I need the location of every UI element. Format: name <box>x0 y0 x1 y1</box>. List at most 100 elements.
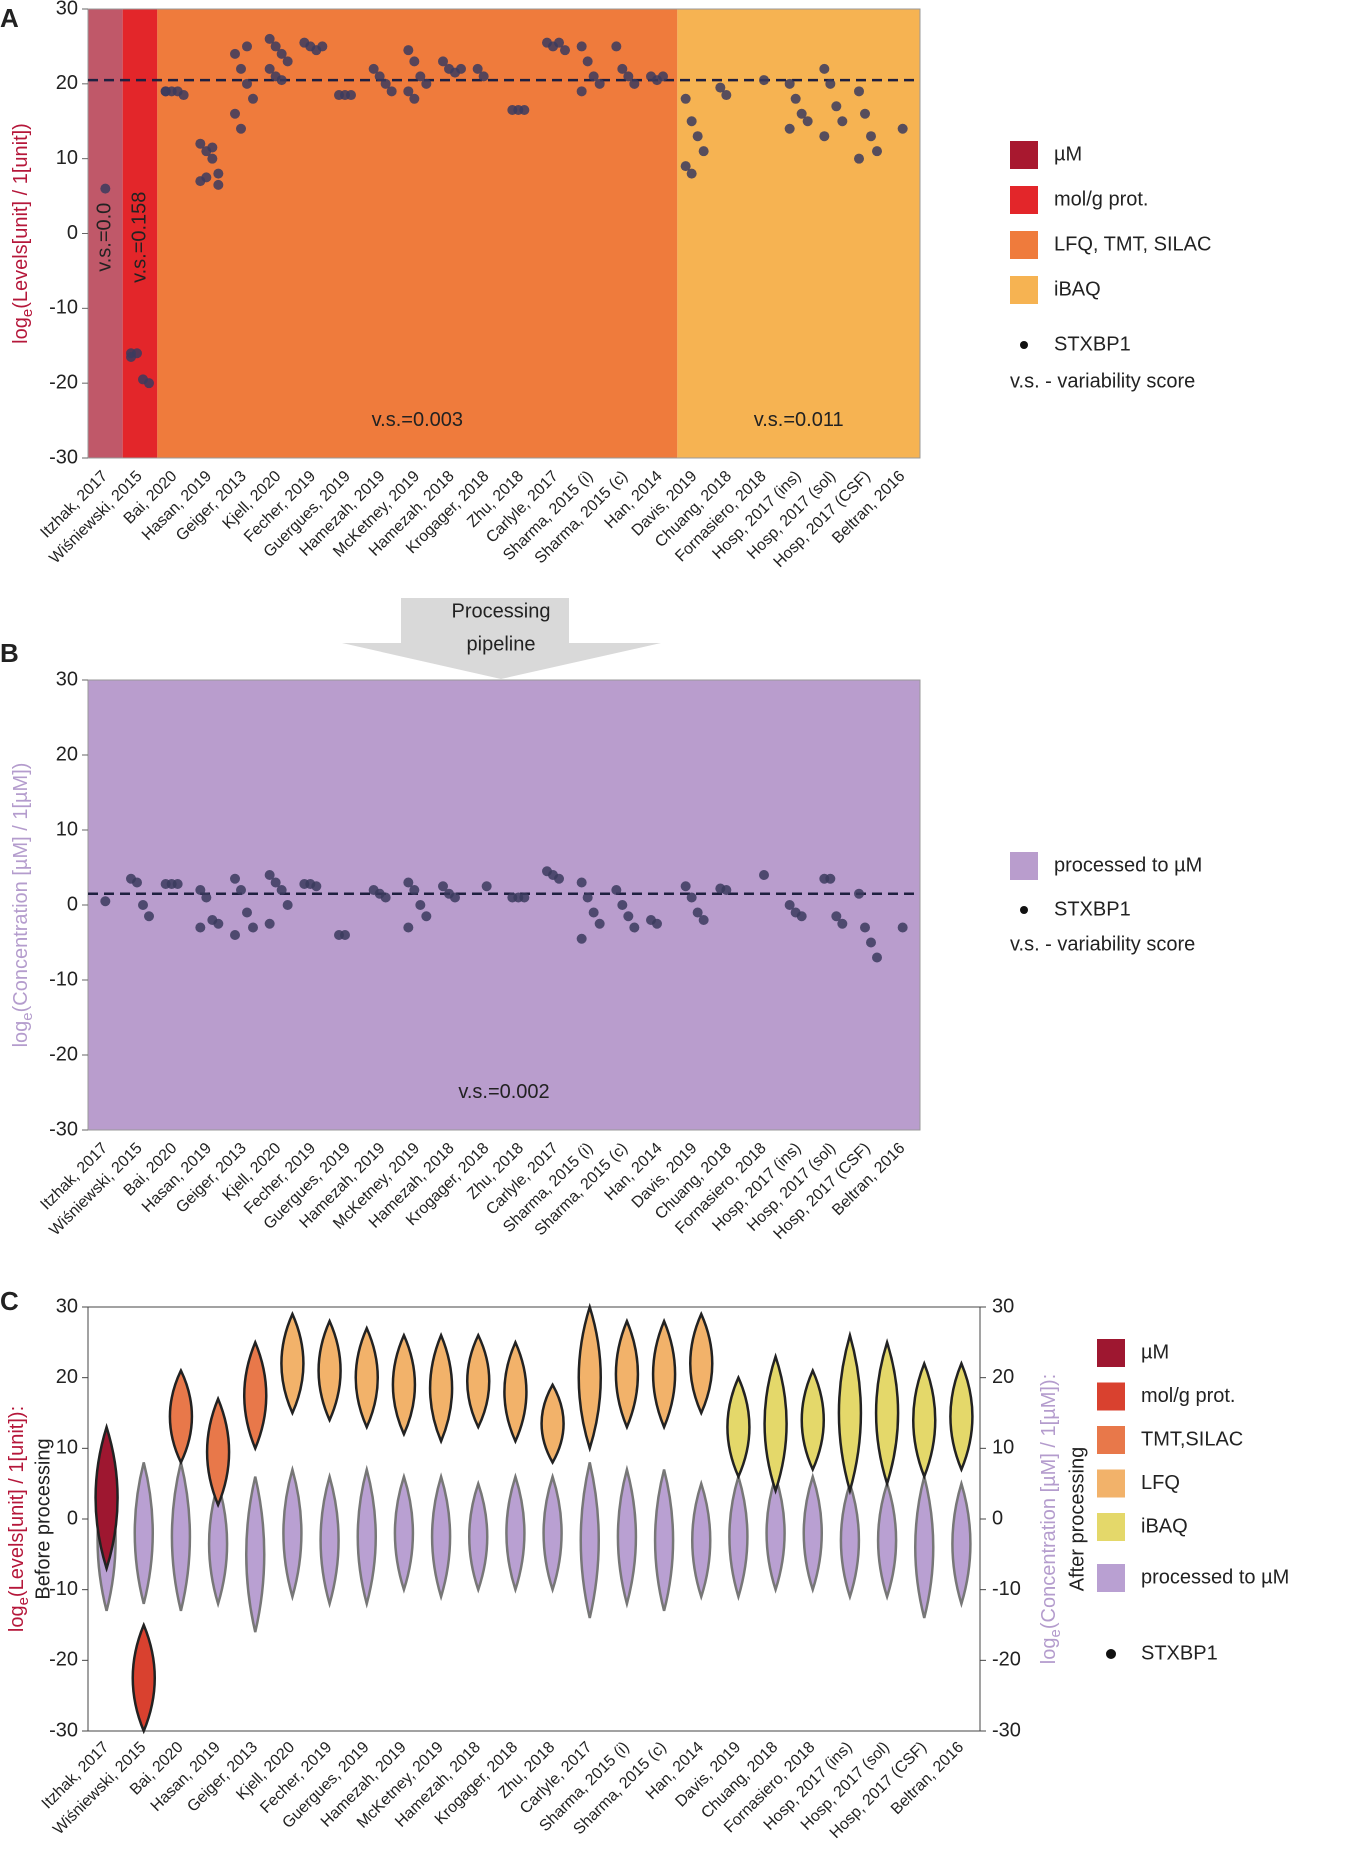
data-point <box>311 881 322 892</box>
data-point <box>819 131 830 142</box>
legend-label: LFQ <box>1141 1472 1180 1494</box>
data-point <box>897 123 908 134</box>
processing-arrow: Processing pipeline <box>342 598 661 679</box>
data-point <box>854 153 864 164</box>
data-point <box>796 108 807 119</box>
legend-dot <box>1106 1649 1116 1659</box>
y-tick-label: -30 <box>49 1118 78 1140</box>
y-tick-label: 20 <box>56 72 78 94</box>
violin-after <box>133 1462 154 1605</box>
legend-swatch <box>1097 1426 1125 1454</box>
axis-label-part: log <box>1038 1637 1060 1664</box>
group-band <box>88 9 123 458</box>
data-point <box>264 870 275 880</box>
legend-swatch <box>1097 1513 1125 1541</box>
violin-before <box>614 1317 640 1431</box>
data-point <box>317 41 328 52</box>
violin-before <box>131 1621 156 1735</box>
data-point <box>860 922 870 933</box>
legend-label: STXBP1 <box>1054 898 1131 920</box>
data-point <box>230 48 240 59</box>
data-point <box>421 911 432 922</box>
data-point <box>698 146 709 157</box>
data-point <box>132 877 142 888</box>
data-point <box>242 907 252 918</box>
y-tick-label: 20 <box>56 743 78 765</box>
violin-before <box>168 1367 194 1466</box>
axis-label: After processing <box>1066 1447 1088 1592</box>
y-tick-label: 30 <box>56 668 78 690</box>
violin-after <box>505 1472 526 1594</box>
axis-label-part: log <box>10 1021 32 1048</box>
data-point <box>201 892 212 903</box>
data-point <box>759 75 769 86</box>
legend-label: TMT,SILAC <box>1141 1428 1243 1450</box>
data-point <box>178 90 189 101</box>
data-point <box>611 41 622 52</box>
violin-after <box>653 1469 675 1612</box>
data-point <box>415 900 426 910</box>
axis-label-part: (Concentration [µM] / 1[µM]): <box>1038 1374 1060 1629</box>
data-point <box>270 41 281 52</box>
data-point <box>576 41 587 52</box>
violin-before <box>540 1382 565 1466</box>
data-point <box>100 183 111 194</box>
violin-after <box>951 1479 972 1609</box>
legend-swatch <box>1010 276 1038 304</box>
data-point <box>611 885 622 895</box>
data-point <box>623 911 634 922</box>
violin-before <box>763 1352 788 1495</box>
data-point <box>282 56 293 67</box>
y-tick-label: 0 <box>67 222 78 244</box>
arrow-label: Processing <box>452 600 551 622</box>
variability-score: v.s.=0.003 <box>372 409 463 431</box>
axis-label-sub: e <box>1047 1629 1064 1637</box>
y2-tick-label: -30 <box>992 1719 1021 1741</box>
data-point <box>403 86 414 97</box>
violin-before <box>726 1374 751 1480</box>
data-point <box>866 131 876 142</box>
legend-label: STXBP1 <box>1054 333 1131 355</box>
y-tick-label: 10 <box>56 1437 78 1459</box>
data-point <box>270 877 281 888</box>
data-point <box>264 33 275 44</box>
data-point <box>438 56 448 67</box>
violin-after <box>765 1472 786 1594</box>
axis-label-part: (Levels[unit] / 1[unit]) <box>10 123 32 309</box>
violin-before <box>466 1332 491 1431</box>
data-point <box>478 71 489 82</box>
axis-label: loge(Concentration [µM] / 1[µM]) <box>10 763 36 1048</box>
axis-label-sub: e <box>15 1597 32 1605</box>
data-point <box>784 123 795 134</box>
y-tick-label: 10 <box>56 147 78 169</box>
legend-label: LFQ, TMT, SILAC <box>1054 233 1211 255</box>
data-point <box>680 881 691 892</box>
y-tick-label: 30 <box>56 1295 78 1317</box>
data-point <box>594 918 605 929</box>
legend-label: processed to µM <box>1141 1566 1289 1588</box>
violin-after <box>691 1479 712 1601</box>
data-point <box>380 892 391 903</box>
data-point <box>213 168 224 179</box>
violin-after <box>393 1472 415 1594</box>
axis-label: loge(Levels[unit] / 1[unit]): <box>6 1406 32 1632</box>
legend-swatch <box>1097 1382 1125 1411</box>
violin-after <box>430 1472 452 1602</box>
data-point <box>242 41 252 52</box>
data-point <box>346 90 356 101</box>
y-tick-label: -10 <box>49 1578 78 1600</box>
violin-after <box>839 1479 861 1601</box>
data-point <box>403 877 414 888</box>
violin-before <box>205 1395 231 1509</box>
data-point <box>409 885 420 895</box>
data-point <box>248 922 258 933</box>
data-point <box>195 885 206 895</box>
legend-label: mol/g prot. <box>1054 188 1148 210</box>
y2-tick-label: -10 <box>992 1578 1021 1600</box>
violin-after <box>542 1472 563 1594</box>
data-point <box>450 892 460 903</box>
data-point <box>438 881 448 892</box>
violin-after <box>207 1479 229 1609</box>
data-point <box>576 933 587 944</box>
violin-before <box>874 1338 900 1488</box>
